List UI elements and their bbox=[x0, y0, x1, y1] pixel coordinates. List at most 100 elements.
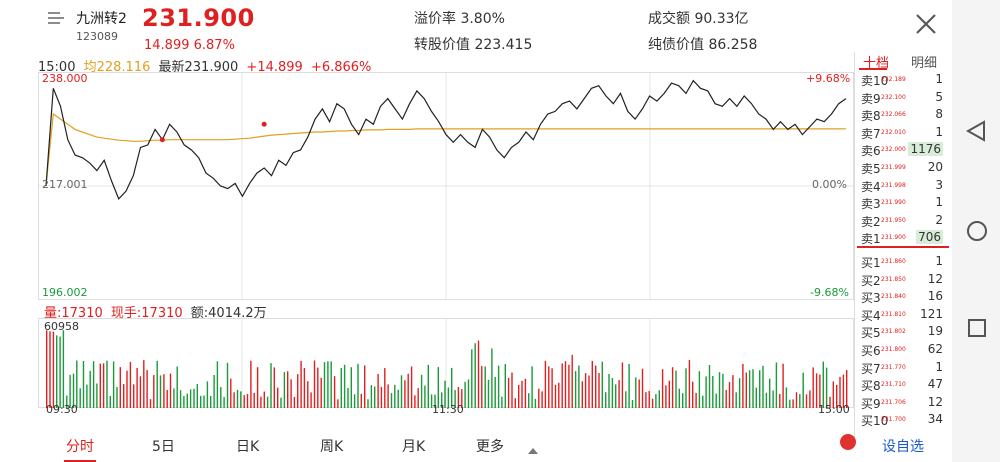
volume-bar bbox=[702, 395, 704, 408]
bid-level-label: 买3 bbox=[861, 291, 881, 306]
volume-bar bbox=[641, 368, 644, 408]
volume-bar bbox=[99, 363, 101, 408]
volume-bar bbox=[66, 395, 68, 408]
back-triangle-icon[interactable] bbox=[965, 120, 986, 146]
ask-level-qty: 1 bbox=[935, 195, 943, 210]
volume-bar bbox=[350, 367, 352, 408]
add-watchlist-button[interactable]: 设自选 bbox=[882, 439, 924, 455]
volume-bar bbox=[112, 361, 115, 408]
volume-bar bbox=[129, 361, 132, 408]
tab-detail[interactable]: 明细 bbox=[911, 56, 938, 71]
bond-value-value: 86.258 bbox=[708, 37, 758, 53]
premium-rate-value: 3.80% bbox=[460, 11, 505, 27]
ask-level-row: 卖1 231.900 706 bbox=[861, 230, 949, 247]
volume-bar bbox=[748, 370, 751, 408]
menu-icon[interactable] bbox=[48, 11, 66, 29]
volume-bar bbox=[337, 399, 339, 408]
bid-level-row: 买7 231.770 1 bbox=[861, 360, 949, 377]
volume-bar bbox=[62, 330, 65, 408]
chevron-up-icon[interactable] bbox=[528, 440, 538, 459]
volume-bar bbox=[521, 380, 523, 408]
volume-bar bbox=[374, 386, 376, 408]
volume-bar bbox=[236, 389, 239, 408]
volume-bar bbox=[638, 379, 640, 408]
ask-level-row: 卖6 232.000 1176 bbox=[861, 142, 949, 159]
volume-bar bbox=[501, 396, 503, 408]
axis-top-price: 238.000 bbox=[42, 72, 88, 85]
bid-level-qty: 34 bbox=[927, 412, 943, 427]
volume-bar bbox=[832, 381, 834, 408]
volume-bar bbox=[102, 363, 105, 408]
volume-bar bbox=[330, 361, 332, 408]
record-dot-icon bbox=[840, 434, 856, 450]
volume-bar bbox=[695, 392, 697, 408]
bid-level-qty: 121 bbox=[920, 306, 943, 321]
bid-level-row: 买6 231.800 62 bbox=[861, 342, 949, 359]
ask-level-price: 231.950 bbox=[881, 216, 906, 224]
volume-bar bbox=[370, 385, 373, 408]
volume-bar bbox=[805, 394, 808, 408]
system-nav-bar bbox=[952, 0, 1000, 462]
volume-bar bbox=[367, 399, 369, 408]
volume-bar bbox=[605, 392, 607, 408]
ask-level-price: 232.189 bbox=[881, 76, 906, 83]
volume-bar bbox=[682, 393, 684, 408]
premium-rate-stat: 溢价率 3.80% bbox=[414, 8, 505, 28]
tab-5day[interactable]: 5日 bbox=[152, 439, 175, 455]
ask-level-row: 卖9 232.100 5 bbox=[861, 90, 949, 107]
bid-level-row: 买2 231.850 12 bbox=[861, 272, 949, 289]
tab-intraday[interactable]: 分时 bbox=[66, 439, 94, 455]
ask-level-qty: 1 bbox=[935, 124, 943, 139]
ask-level-label: 卖9 bbox=[861, 91, 881, 106]
bid-level-price: 231.770 bbox=[881, 363, 906, 371]
volume-bar bbox=[233, 392, 235, 408]
recent-square-icon[interactable] bbox=[967, 318, 987, 342]
volume-bar bbox=[253, 393, 255, 408]
volume-max-label: 60958 bbox=[44, 320, 79, 333]
volume-bar bbox=[353, 394, 356, 408]
bid-level-label: 买10 bbox=[861, 414, 889, 429]
volume-bar bbox=[528, 393, 530, 408]
volume-bar bbox=[377, 374, 379, 408]
volume-bar bbox=[779, 394, 781, 408]
tab-daily-k[interactable]: 日K bbox=[236, 439, 260, 455]
volume-bar bbox=[126, 370, 128, 408]
tab-weekly-k[interactable]: 周K bbox=[320, 439, 344, 455]
volume-bar bbox=[404, 380, 406, 408]
tab-monthly-k[interactable]: 月K bbox=[402, 439, 426, 455]
ask-level-row: 卖10 232.189 1 bbox=[861, 72, 949, 89]
volume-bar bbox=[397, 389, 399, 408]
volume-bar bbox=[815, 373, 818, 408]
bid-level-row: 买1 231.860 1 bbox=[861, 254, 949, 271]
conversion-value-stat: 转股价值 223.415 bbox=[414, 34, 532, 54]
tab-ten-levels[interactable]: 十档 bbox=[863, 56, 890, 71]
volume-bar bbox=[635, 377, 637, 408]
volume-bar bbox=[487, 379, 490, 408]
bid-level-label: 买9 bbox=[861, 396, 881, 411]
volume-bar bbox=[554, 384, 557, 408]
home-circle-icon[interactable] bbox=[966, 220, 988, 246]
close-icon-svg bbox=[916, 14, 936, 34]
close-icon[interactable] bbox=[914, 12, 938, 36]
tab-more[interactable]: 更多 bbox=[476, 439, 504, 455]
volume-bar bbox=[256, 367, 259, 408]
volume-bar bbox=[210, 396, 212, 408]
ask-level-label: 卖4 bbox=[861, 179, 881, 194]
volume-bar bbox=[183, 396, 185, 408]
volume-bar bbox=[785, 387, 788, 408]
ask-level-qty: 1176 bbox=[908, 142, 943, 157]
volume-bar bbox=[333, 376, 336, 408]
volume-bar bbox=[451, 367, 453, 408]
ask-divider bbox=[857, 246, 949, 248]
volume-bar bbox=[598, 373, 600, 408]
volume-bar bbox=[611, 378, 614, 408]
intraday-price-chart[interactable] bbox=[38, 72, 854, 300]
ask-level-qty: 2 bbox=[935, 212, 943, 227]
volume-bar bbox=[772, 390, 774, 408]
bid-level-row: 买3 231.840 16 bbox=[861, 289, 949, 306]
volume-bar bbox=[705, 376, 707, 408]
volume-bar bbox=[447, 387, 450, 408]
volume-bar bbox=[240, 391, 242, 408]
volume-bar bbox=[671, 367, 674, 408]
ask-level-qty: 706 bbox=[916, 230, 943, 245]
